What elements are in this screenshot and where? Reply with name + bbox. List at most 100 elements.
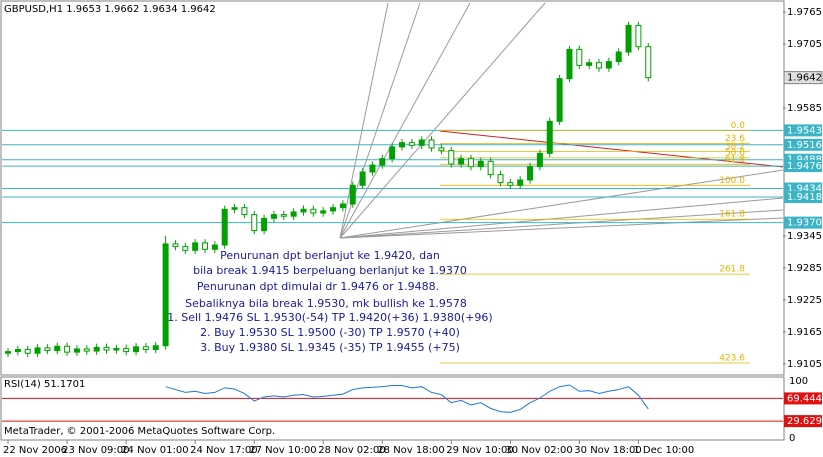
annotations: Penurunan dpt berlanjut ke 1.9420, dan b… (167, 249, 492, 354)
candle-body (566, 48, 573, 80)
rsi-line (165, 384, 649, 413)
candle-body (64, 345, 71, 353)
candle-body (93, 346, 100, 352)
fib-label: 0.0 (731, 121, 746, 131)
level-label: 1.9418 (787, 192, 822, 203)
fan-line (339, 217, 784, 239)
level-label: 1.9370 (787, 218, 822, 229)
candle-body (113, 347, 120, 351)
rsi-level-box (784, 392, 822, 405)
fan-line (339, 197, 784, 239)
candle-body (202, 242, 208, 250)
candle-body (14, 348, 21, 353)
fan-line (339, 209, 784, 239)
candle-body (73, 348, 80, 353)
annotation: bila break 1.9415 berpeluang berlanjut k… (193, 264, 467, 277)
annotation: Penurunan dpt berlanjut ke 1.9420, dan (220, 249, 440, 262)
rsi-tick-label: 0 (789, 433, 795, 444)
candle-body (645, 46, 652, 79)
y-tick-label: 1.9165 (787, 327, 822, 338)
candle-body (477, 160, 484, 168)
candle-body (270, 214, 277, 219)
candle-body (172, 243, 179, 248)
candle-body (438, 147, 445, 152)
candle-body (428, 139, 435, 149)
rsi-title: RSI(14) 51.1701 (4, 379, 85, 390)
x-tick-label: 1 Dec 10:00 (633, 445, 694, 456)
candle-body (467, 158, 474, 168)
rsi-tick-label: 100 (789, 376, 808, 387)
candle-body (389, 146, 396, 160)
candle-body (458, 158, 465, 165)
candle-body (507, 182, 514, 186)
candle-body (290, 211, 297, 217)
candle-body (152, 345, 159, 350)
fib-label: 100.0 (719, 176, 745, 186)
candle-body (596, 62, 602, 69)
x-tick-label: 24 Nov 17:00 (190, 445, 257, 456)
level-label: 1.9516 (787, 140, 822, 151)
candle-body (44, 347, 51, 352)
fib-label: 38.2 (725, 142, 745, 152)
candle-body (418, 139, 425, 146)
candle-body (162, 243, 169, 347)
candle-body (241, 207, 248, 216)
level-box (784, 124, 822, 137)
candle-body (54, 345, 61, 352)
chart-title: GBPUSD,H1 1.9653 1.9662 1.9634 1.9642 (4, 4, 216, 15)
fib-label: 61.8 (725, 155, 745, 165)
x-tick-label: 30 Nov 02:00 (505, 445, 572, 456)
annotation: 2. Buy 1.9530 SL 1.9500 (-30) TP 1.9570 … (200, 326, 460, 339)
candle-body (615, 51, 622, 63)
candle-body (517, 179, 524, 186)
fib-label: 50.0 (725, 148, 745, 158)
x-tick-label: 22 Nov 2006 (3, 445, 67, 456)
candle-body (576, 48, 583, 66)
candle-body (448, 150, 455, 165)
candle-body (635, 24, 642, 48)
x-tick-label: 29 Nov 10:00 (446, 445, 513, 456)
candle-body (300, 208, 307, 213)
candle-body (280, 214, 287, 217)
annotation: Penurunan dpt dimulai dr 1.9476 or 1.948… (197, 280, 439, 293)
candle-body (320, 210, 327, 214)
x-tick-label: 24 Nov 01:00 (121, 445, 188, 456)
candle-body (221, 208, 228, 246)
level-box (784, 160, 822, 173)
annotation: 1. Sell 1.9476 SL 1.9530(-54) TP 1.9420(… (167, 311, 492, 324)
current-price-label: 1.9642 (787, 73, 822, 84)
fan-line (339, 2, 389, 239)
candle-body (310, 208, 317, 214)
rsi-level-label: 69.4444 (787, 393, 823, 404)
candle-body (192, 242, 199, 251)
footer: MetaTrader, © 2001-2006 MetaQuotes Softw… (4, 426, 275, 437)
y-tick-label: 1.9345 (787, 231, 822, 242)
candle-body (586, 62, 593, 66)
level-label: 1.9434 (787, 184, 822, 195)
fib-label: 23.6 (725, 134, 745, 144)
fan-line (339, 2, 471, 239)
y-tick-label: 1.9225 (787, 295, 822, 306)
gann-fan (339, 2, 784, 239)
candle-body (605, 61, 612, 69)
fan-line (339, 169, 784, 239)
candle-body (399, 142, 405, 148)
annotation: 3. Buy 1.9380 SL 1.9345 (-35) TP 1.9455 … (200, 341, 460, 354)
candle-body (211, 244, 218, 250)
level-label: 1.9476 (787, 161, 822, 172)
candle-body (182, 246, 189, 251)
candle-body (123, 347, 130, 353)
y-tick-label: 1.9105 (787, 359, 822, 370)
fan-line (339, 2, 546, 239)
candle-body (24, 348, 31, 354)
level-box (784, 191, 822, 204)
level-box (784, 216, 822, 229)
candle-body (546, 120, 553, 154)
x-tick-label: 30 Nov 18:00 (574, 445, 641, 456)
fib-label: 261.8 (719, 265, 745, 275)
x-tick-label: 27 Nov 10:00 (249, 445, 316, 456)
fib-label: 423.6 (719, 353, 745, 363)
candle-body (497, 174, 504, 184)
y-tick-label: 1.9705 (787, 39, 822, 50)
